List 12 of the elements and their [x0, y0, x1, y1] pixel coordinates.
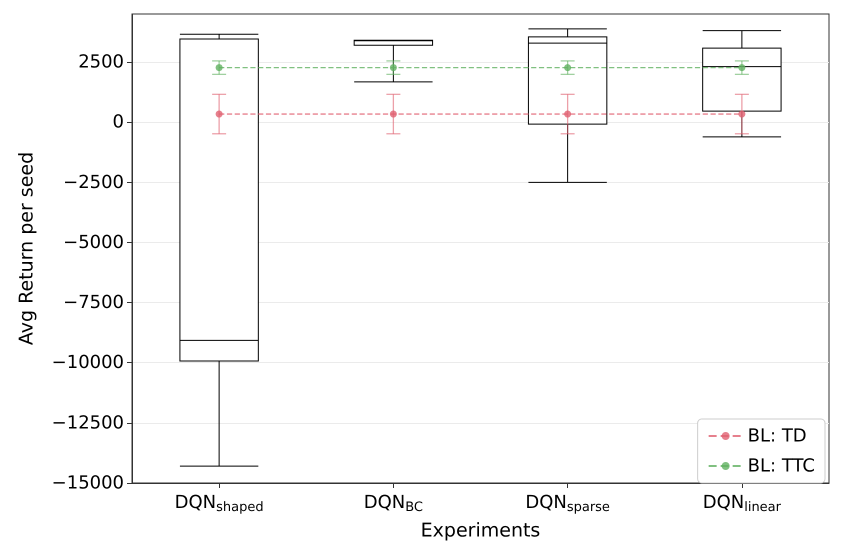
- legend-label: BL: TTC: [748, 456, 816, 476]
- y-tick-label: −7500: [63, 292, 124, 314]
- legend-label: BL: TD: [748, 426, 807, 446]
- x-axis-title: Experiments: [420, 520, 540, 542]
- y-axis-title: Avg Return per seed: [16, 152, 38, 346]
- y-tick-label: −10000: [52, 352, 124, 374]
- y-tick-label: 2500: [78, 52, 124, 73]
- y-tick-label: −2500: [63, 172, 124, 193]
- y-tick-label: −12500: [52, 412, 124, 434]
- y-tick-label: −5000: [63, 232, 124, 253]
- y-tick-label: 0: [112, 112, 124, 133]
- y-tick-label: −15000: [52, 472, 124, 494]
